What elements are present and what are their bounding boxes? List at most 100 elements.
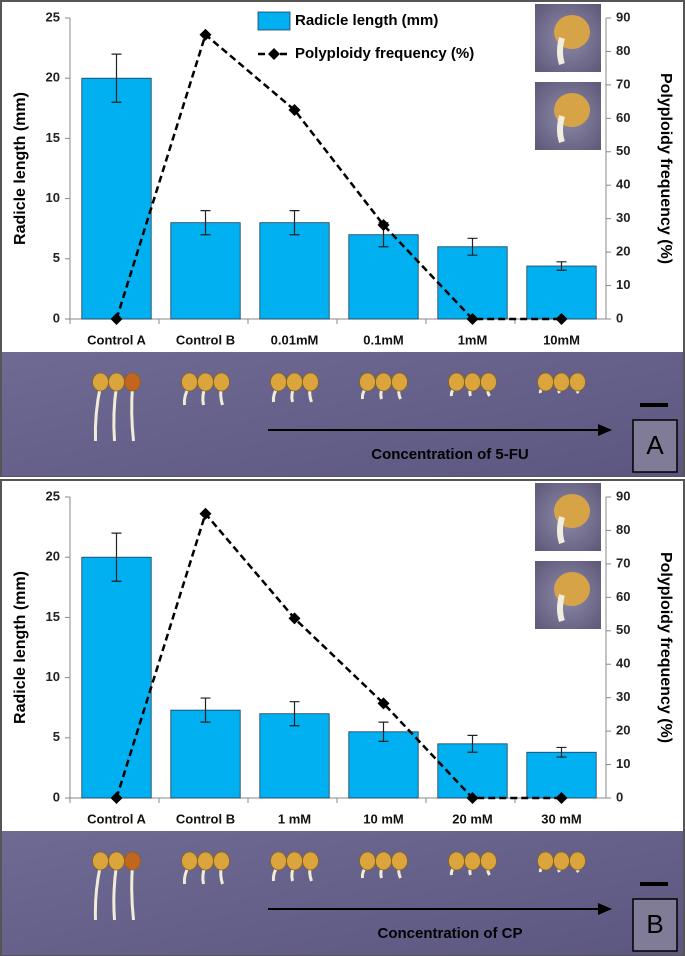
- x-tick-label: 1 mM: [278, 811, 311, 826]
- x-tick-label: 1mM: [458, 332, 488, 347]
- marker: [555, 792, 568, 804]
- seed: [569, 372, 586, 392]
- x-tick-label: Control B: [176, 332, 235, 347]
- bar: [348, 234, 419, 320]
- y2-tick-label: 80: [616, 522, 630, 537]
- marker: [199, 28, 212, 41]
- y-tick-label: 15: [46, 130, 60, 145]
- bar: [81, 77, 152, 320]
- seed: [124, 372, 141, 392]
- legend-label: Radicle length (mm): [295, 12, 438, 29]
- seed: [213, 851, 230, 871]
- panel-label-box: [632, 419, 678, 473]
- y2-tick-label: 40: [616, 656, 630, 671]
- panel-label: A: [646, 430, 664, 460]
- seed: [92, 851, 109, 871]
- marker: [110, 792, 123, 804]
- y2-tick-label: 80: [616, 43, 630, 58]
- seed: [537, 372, 554, 392]
- seed: [464, 851, 481, 871]
- y2-tick-label: 50: [616, 143, 630, 158]
- y2-tick-label: 30: [616, 210, 630, 225]
- bar: [526, 265, 597, 320]
- seed: [391, 372, 408, 392]
- seed: [537, 851, 554, 871]
- y-axis-label: Radicle length (mm): [12, 92, 29, 245]
- y2-tick-label: 40: [616, 177, 630, 192]
- panel-label-box: [632, 898, 678, 952]
- marker: [377, 219, 390, 232]
- y-tick-label: 10: [46, 669, 60, 684]
- photo-strip: [2, 352, 683, 476]
- y2-axis-label: Polyploidy frequency (%): [657, 73, 674, 264]
- arrow-head: [598, 903, 612, 915]
- bar: [170, 709, 241, 799]
- seed: [553, 851, 570, 871]
- bar: [170, 222, 241, 320]
- y-tick-label: 25: [46, 488, 60, 503]
- arrow-head: [598, 424, 612, 436]
- y2-tick-label: 60: [616, 589, 630, 604]
- seed: [480, 851, 497, 871]
- y-tick-label: 10: [46, 190, 60, 205]
- annotation: Concentration of CP: [378, 925, 523, 942]
- x-tick-label: 30 mM: [541, 811, 581, 826]
- y-tick-label: 0: [53, 310, 60, 325]
- bar: [348, 731, 419, 799]
- error-bar: [289, 701, 300, 727]
- x-tick-label: Control B: [176, 811, 235, 826]
- y2-tick-label: 10: [616, 756, 630, 771]
- marker: [466, 313, 479, 325]
- seed: [270, 851, 287, 871]
- error-bar: [467, 734, 478, 753]
- seed: [124, 851, 141, 871]
- seed: [359, 851, 376, 871]
- seed: [569, 851, 586, 871]
- seed: [448, 851, 465, 871]
- seed: [448, 372, 465, 392]
- annotation: Concentration of 5-FU: [371, 446, 529, 463]
- seed: [286, 851, 303, 871]
- error-bar: [467, 237, 478, 256]
- legend-marker: [268, 48, 280, 60]
- bar: [259, 713, 330, 799]
- y2-tick-label: 0: [616, 789, 623, 804]
- line: [115, 32, 562, 321]
- bar: [259, 222, 330, 320]
- x-tick-label: 10 mM: [363, 811, 403, 826]
- seed: [108, 851, 125, 871]
- legend-swatch: [257, 11, 291, 31]
- error-bar: [556, 746, 567, 758]
- y2-tick-label: 20: [616, 244, 630, 259]
- seed: [553, 372, 570, 392]
- seed: [302, 372, 319, 392]
- photo-strip: [2, 831, 683, 955]
- y2-axis-label: Polyploidy frequency (%): [657, 552, 674, 743]
- legend-label: Polyploidy frequency (%): [295, 45, 474, 62]
- error-bar: [111, 532, 122, 582]
- marker: [288, 612, 301, 625]
- thumbnail-radicle: [557, 594, 565, 622]
- seed: [391, 851, 408, 871]
- radicle: [130, 385, 135, 442]
- y-tick-label: 5: [53, 250, 60, 265]
- seed: [359, 372, 376, 392]
- y-tick-label: 0: [53, 789, 60, 804]
- y-tick-label: 15: [46, 609, 60, 624]
- x-tick-label: 0.01mM: [271, 332, 319, 347]
- seed: [480, 372, 497, 392]
- y2-tick-label: 90: [616, 9, 630, 24]
- x-tick-label: 0.1mM: [363, 332, 403, 347]
- seed: [464, 372, 481, 392]
- seed: [197, 851, 214, 871]
- y2-tick-label: 10: [616, 277, 630, 292]
- marker: [377, 697, 390, 710]
- y2-tick-label: 90: [616, 488, 630, 503]
- seed: [108, 372, 125, 392]
- seed: [286, 372, 303, 392]
- y-tick-label: 25: [46, 9, 60, 24]
- x-tick-label: Control A: [87, 332, 146, 347]
- seed: [197, 372, 214, 392]
